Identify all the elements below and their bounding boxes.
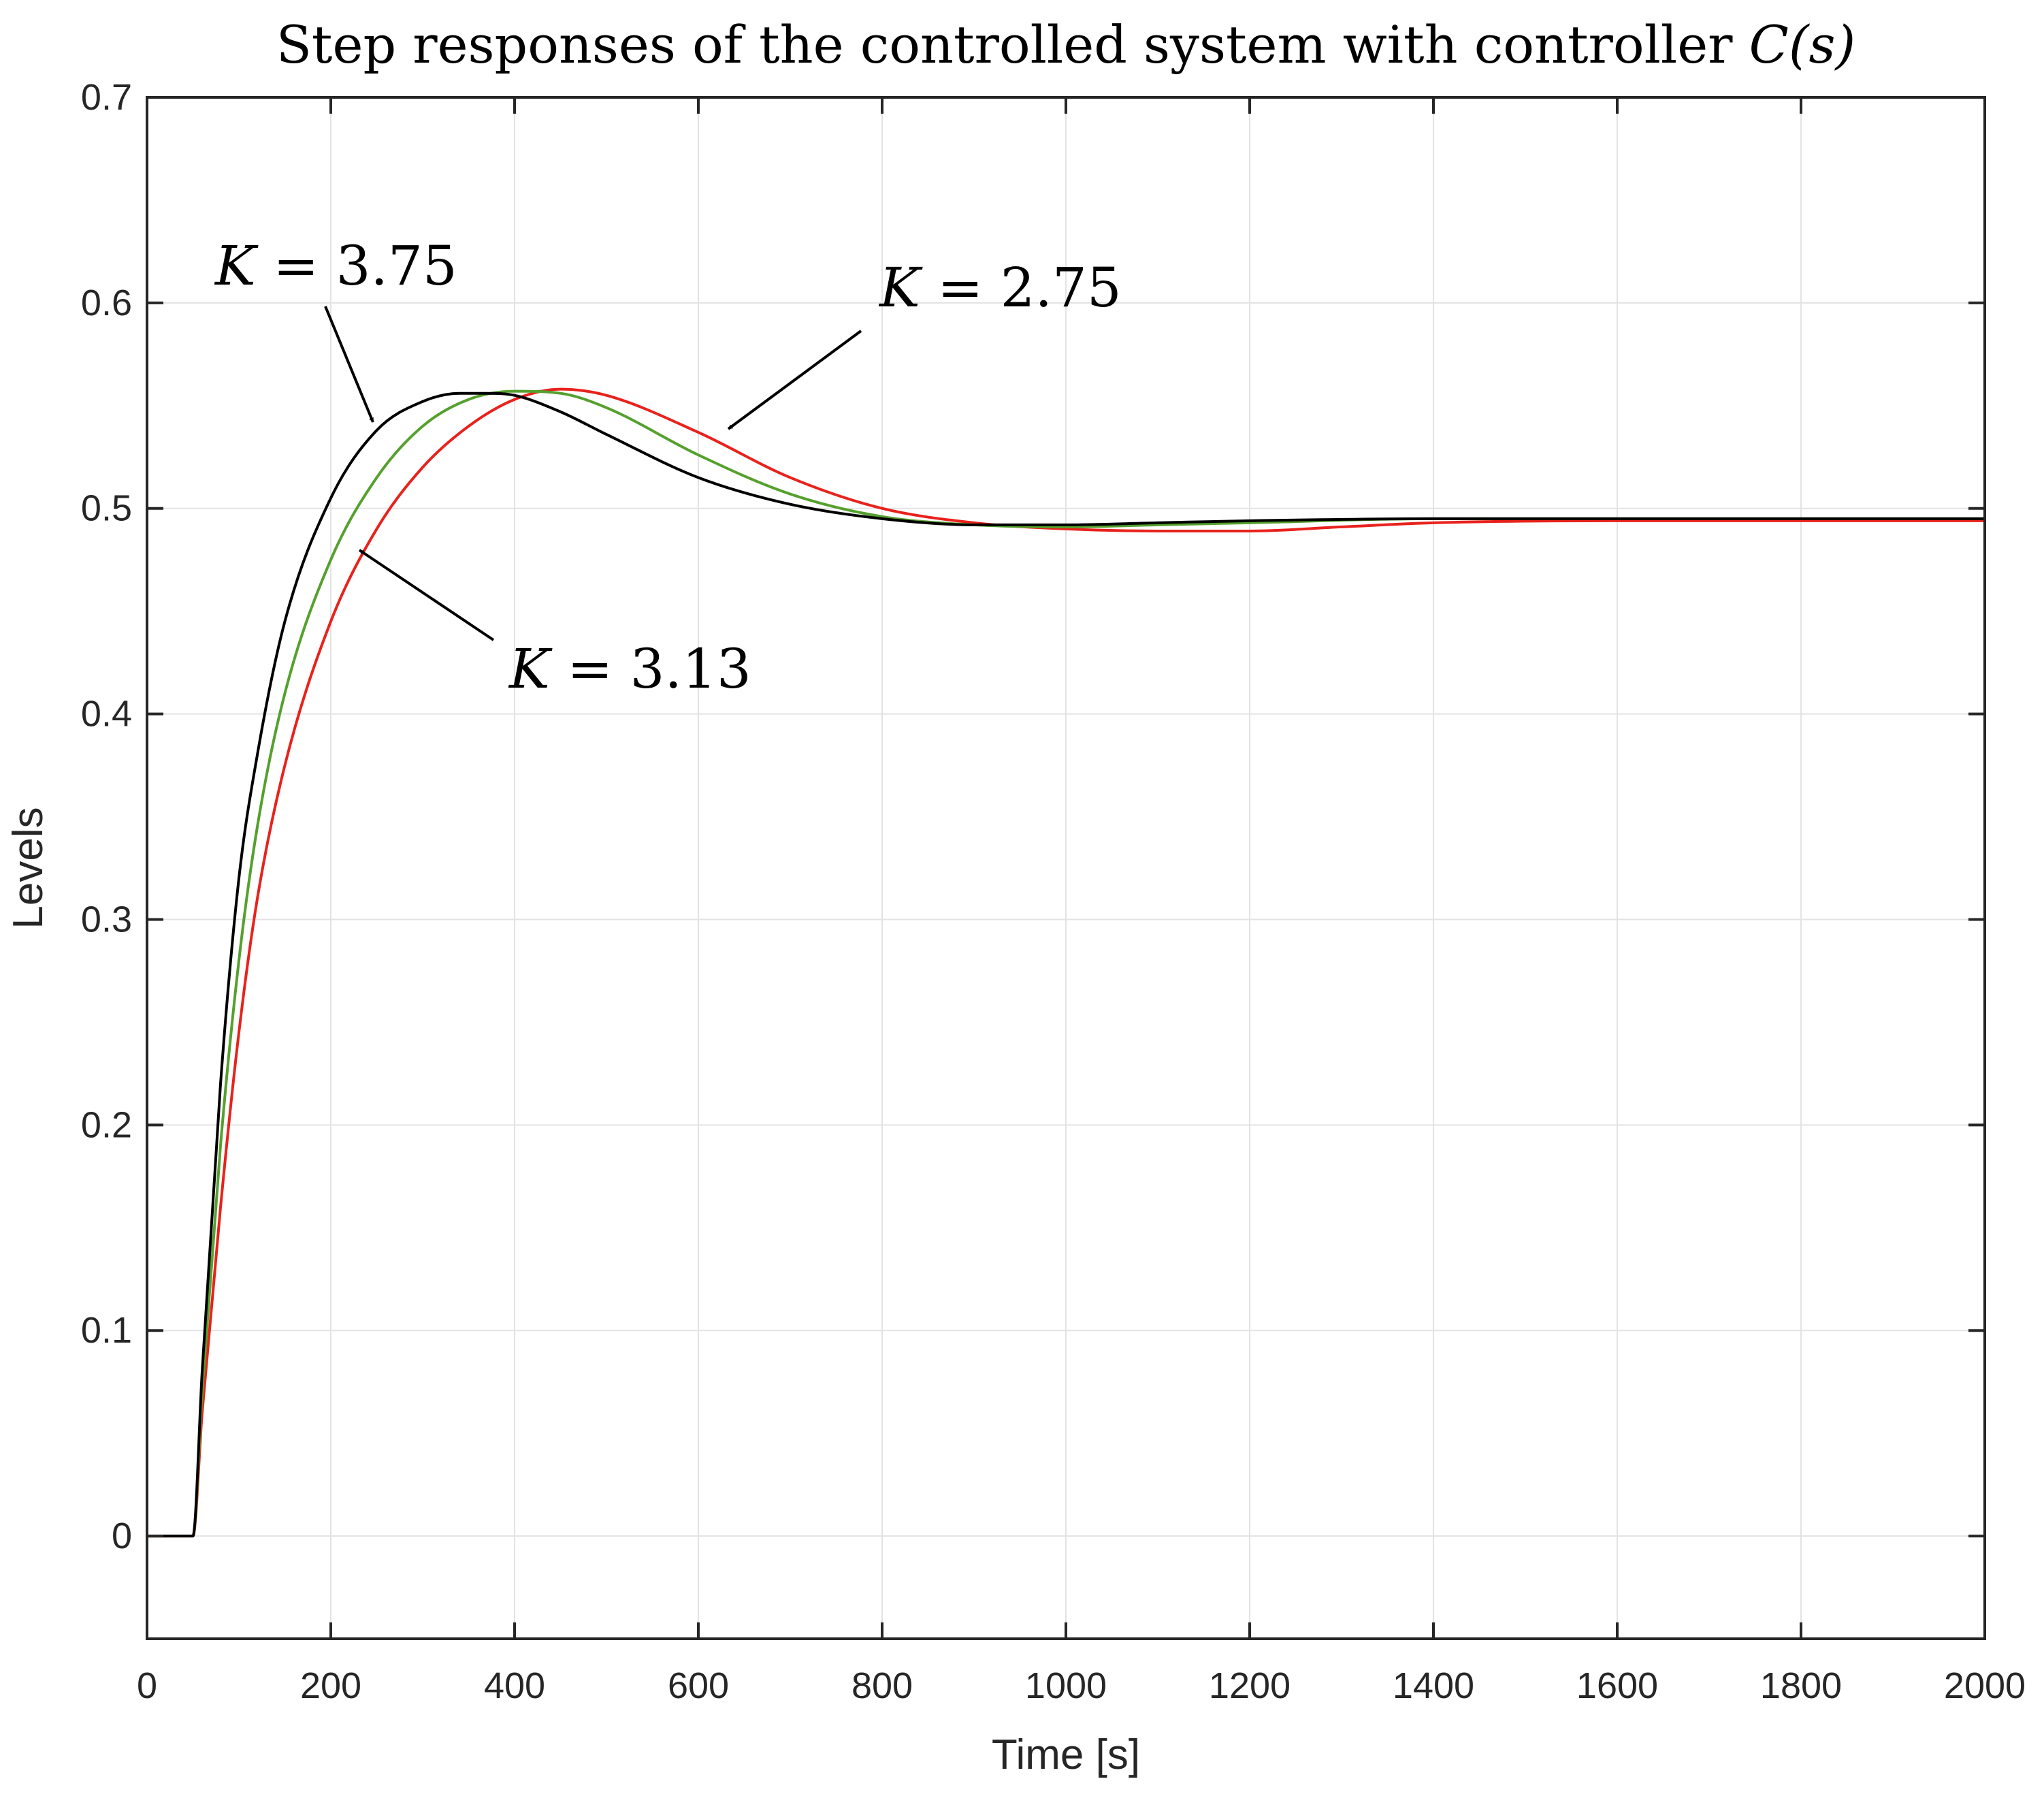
y-tick-label: 0.6 [81, 283, 132, 323]
x-tick-label: 1200 [1209, 1665, 1291, 1706]
x-tick-label: 400 [484, 1665, 545, 1706]
annotation-k-375: K = 3.75 [214, 234, 457, 298]
annotation-arrow-k-375 [324, 306, 374, 423]
annotation-eq: = [550, 637, 630, 701]
annotation-eq: = [920, 256, 1001, 319]
annotation-value: 2.75 [1001, 256, 1122, 319]
annotation-value: 3.75 [336, 234, 457, 298]
y-tick-label: 0.2 [81, 1104, 132, 1145]
x-tick-label: 0 [137, 1665, 157, 1706]
x-tick-label: 1400 [1393, 1665, 1474, 1706]
annotation-k-275: K = 2.75 [878, 256, 1122, 319]
y-tick-label: 0.1 [81, 1310, 132, 1351]
chart-title: Step responses of the controlled system … [276, 14, 1855, 75]
x-axis-label: Time [s] [992, 1731, 1140, 1778]
y-axis-label: Levels [5, 807, 52, 929]
axes-box [146, 96, 1986, 1640]
annotations: K = 3.75 K = 2.75K = 3.13 [214, 234, 1122, 701]
series-line-k-375 [147, 391, 1985, 1538]
series-line-k-275 [147, 387, 1985, 1538]
x-tick-label: 1600 [1576, 1665, 1658, 1706]
chart-title-math: C(s) [1749, 14, 1855, 75]
annotation-eq: = [256, 234, 336, 298]
y-tick-label: 0 [112, 1516, 132, 1556]
y-tick-label: 0.3 [81, 899, 132, 940]
y-tick-label: 0.5 [81, 488, 132, 529]
x-tick-label: 2000 [1944, 1665, 2026, 1706]
y-tick-label: 0.7 [81, 77, 132, 118]
x-tick-label: 800 [851, 1665, 913, 1706]
annotation-arrow-k-313 [358, 549, 495, 641]
annotation-value: 3.13 [630, 637, 751, 701]
x-tick-label: 1800 [1760, 1665, 1842, 1706]
annotation-var: K [878, 256, 923, 319]
x-tick-labels: 0 200 400 600 800 1000 1200 1400 1600 1800 2000 [137, 1665, 2026, 1706]
annotation-var: K [214, 234, 259, 298]
x-tick-label: 200 [300, 1665, 361, 1706]
series-line-k-313 [147, 389, 1985, 1538]
y-tick-label: 0.4 [81, 694, 132, 735]
x-tick-label: 1000 [1025, 1665, 1107, 1706]
annotation-arrow-k-275 [727, 330, 862, 430]
chart-title-text: Step responses of the controlled system … [276, 14, 1749, 75]
annotation-var: K [508, 637, 553, 701]
y-tick-labels: 0 0.1 0.2 0.3 0.4 0.5 0.6 0.7 [81, 77, 132, 1556]
x-tick-label: 600 [668, 1665, 729, 1706]
series-layer [147, 387, 1985, 1538]
annotation-k-313: K = 3.13 [508, 637, 751, 701]
